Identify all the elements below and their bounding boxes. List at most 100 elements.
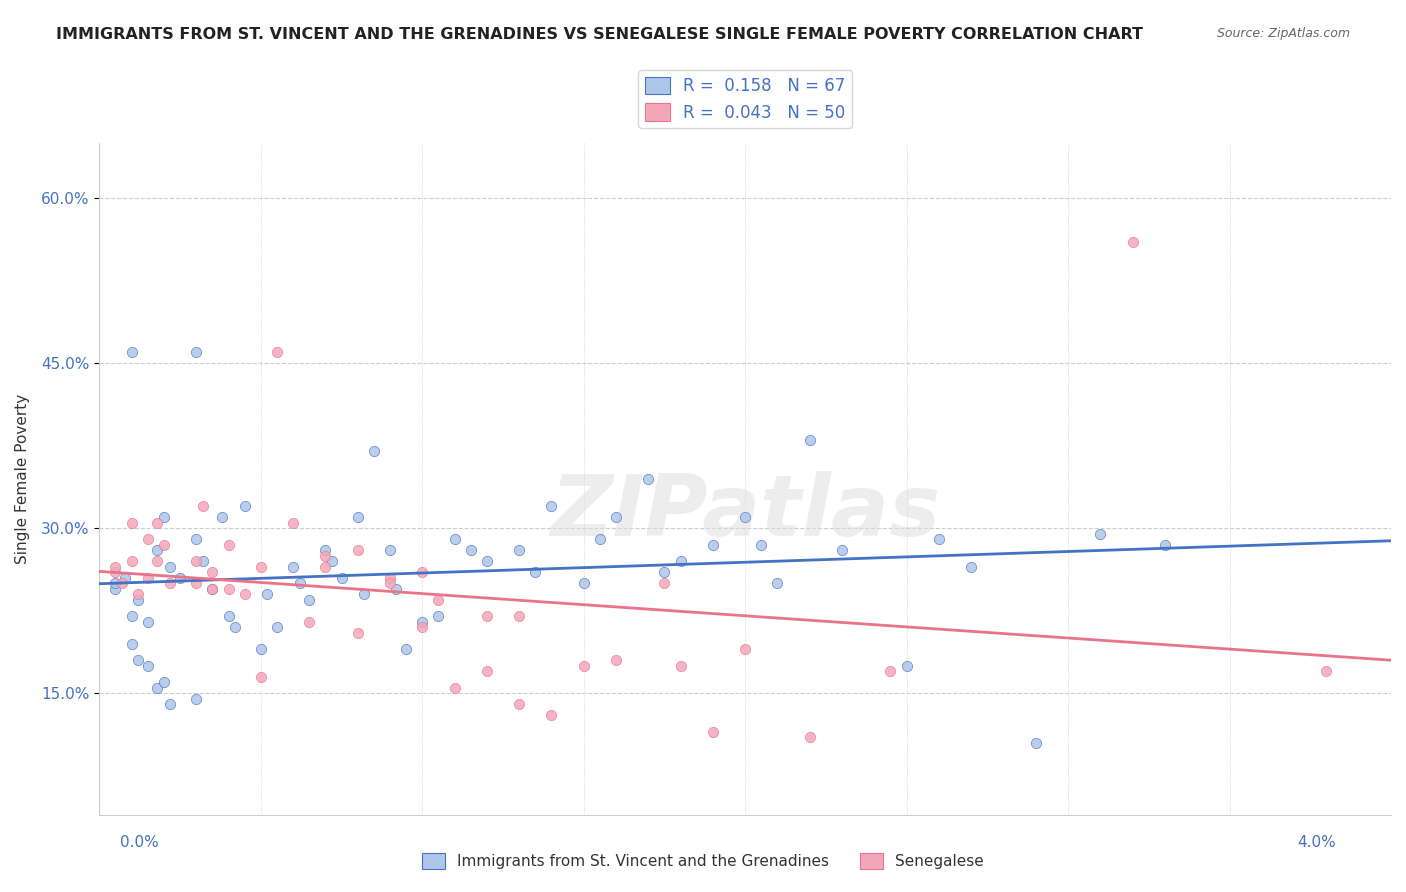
- Point: [298, 615, 321, 629]
- Point: [136, 571, 159, 585]
- Point: [896, 658, 918, 673]
- Point: [153, 675, 176, 690]
- Point: [114, 571, 136, 585]
- Point: [1090, 526, 1112, 541]
- Point: [460, 543, 482, 558]
- Point: [186, 576, 208, 591]
- Point: [159, 559, 181, 574]
- Point: [127, 653, 149, 667]
- Point: [411, 615, 433, 629]
- Point: [1025, 736, 1047, 750]
- Point: [256, 587, 278, 601]
- Point: [572, 658, 595, 673]
- Point: [1315, 665, 1337, 679]
- Legend: R =  0.158   N = 67, R =  0.043   N = 50: R = 0.158 N = 67, R = 0.043 N = 50: [638, 70, 852, 128]
- Point: [411, 620, 433, 634]
- Point: [218, 582, 240, 596]
- Point: [1154, 538, 1177, 552]
- Point: [314, 549, 336, 563]
- Point: [346, 510, 368, 524]
- Point: [524, 565, 547, 579]
- Point: [169, 571, 191, 585]
- Point: [121, 516, 143, 530]
- Text: 0.0%: 0.0%: [120, 836, 159, 850]
- Point: [249, 559, 271, 574]
- Point: [346, 543, 368, 558]
- Point: [749, 538, 772, 552]
- Point: [378, 576, 401, 591]
- Point: [191, 554, 214, 568]
- Point: [191, 499, 214, 513]
- Text: IMMIGRANTS FROM ST. VINCENT AND THE GRENADINES VS SENEGALESE SINGLE FEMALE POVER: IMMIGRANTS FROM ST. VINCENT AND THE GREN…: [56, 27, 1143, 42]
- Point: [475, 665, 498, 679]
- Point: [540, 499, 562, 513]
- Point: [104, 576, 127, 591]
- Point: [136, 615, 159, 629]
- Point: [153, 510, 176, 524]
- Point: [321, 554, 343, 568]
- Point: [766, 576, 789, 591]
- Point: [281, 559, 304, 574]
- Point: [218, 609, 240, 624]
- Text: 4.0%: 4.0%: [1296, 836, 1336, 850]
- Point: [928, 532, 950, 546]
- Point: [799, 433, 821, 447]
- Point: [572, 576, 595, 591]
- Point: [427, 609, 450, 624]
- Point: [121, 637, 143, 651]
- Point: [288, 576, 311, 591]
- Point: [314, 543, 336, 558]
- Point: [353, 587, 375, 601]
- Point: [669, 658, 692, 673]
- Point: [443, 681, 465, 695]
- Point: [233, 499, 256, 513]
- Point: [508, 543, 530, 558]
- Point: [211, 510, 233, 524]
- Point: [249, 642, 271, 657]
- Point: [654, 576, 676, 591]
- Point: [104, 565, 127, 579]
- Point: [186, 554, 208, 568]
- Point: [385, 582, 408, 596]
- Point: [605, 510, 627, 524]
- Point: [637, 472, 659, 486]
- Point: [654, 565, 676, 579]
- Point: [104, 559, 127, 574]
- Point: [702, 538, 724, 552]
- Point: [589, 532, 612, 546]
- Point: [159, 576, 181, 591]
- Point: [443, 532, 465, 546]
- Point: [201, 582, 224, 596]
- Point: [186, 532, 208, 546]
- Point: [249, 670, 271, 684]
- Point: [201, 565, 224, 579]
- Point: [605, 653, 627, 667]
- Point: [233, 587, 256, 601]
- Point: [395, 642, 418, 657]
- Point: [378, 543, 401, 558]
- Point: [121, 609, 143, 624]
- Point: [298, 592, 321, 607]
- Point: [427, 592, 450, 607]
- Text: Source: ZipAtlas.com: Source: ZipAtlas.com: [1216, 27, 1350, 40]
- Point: [281, 516, 304, 530]
- Point: [346, 625, 368, 640]
- Point: [669, 554, 692, 568]
- Point: [218, 538, 240, 552]
- Point: [508, 698, 530, 712]
- Point: [1122, 235, 1144, 249]
- Point: [378, 571, 401, 585]
- Point: [363, 444, 385, 458]
- Point: [314, 559, 336, 574]
- Point: [540, 708, 562, 723]
- Point: [266, 620, 288, 634]
- Point: [475, 554, 498, 568]
- Point: [411, 565, 433, 579]
- Point: [146, 681, 169, 695]
- Point: [146, 554, 169, 568]
- Point: [330, 571, 353, 585]
- Point: [734, 510, 756, 524]
- Point: [146, 543, 169, 558]
- Point: [153, 538, 176, 552]
- Point: [702, 725, 724, 739]
